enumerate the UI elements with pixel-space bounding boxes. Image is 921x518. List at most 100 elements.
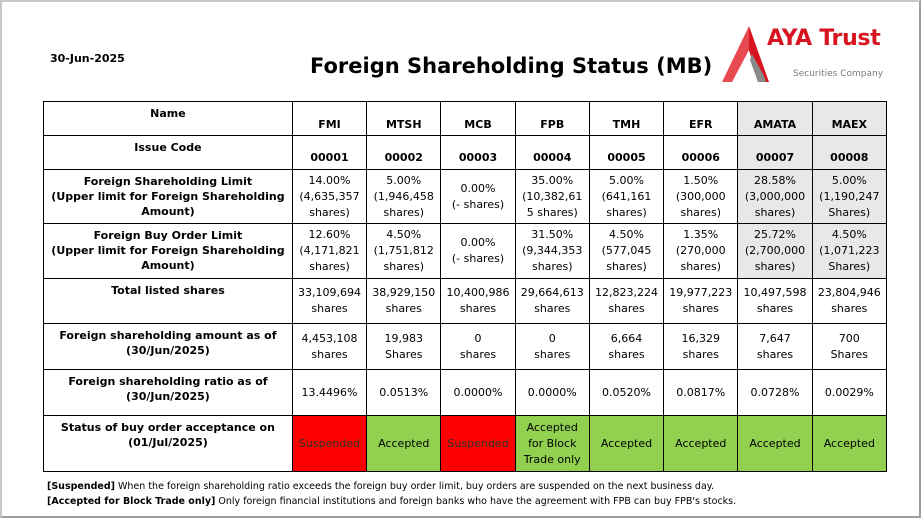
value-line: 16,329 [681, 331, 721, 345]
value-line: (9,344,353 [522, 244, 583, 257]
limit-fmi: 14.00% (4,635,357 shares) [291, 169, 368, 224]
value-line: 14.00% [308, 173, 351, 187]
label-line: (Upper limit for Foreign Shareholding [51, 244, 285, 257]
limit-mtsh: 5.00% (1,946,458 shares) [366, 169, 442, 224]
value-line: shares) [754, 205, 796, 219]
label-line: Foreign shareholding ratio as of [68, 375, 268, 388]
code-mcb: 00003 [440, 135, 516, 170]
value-line: shares [756, 302, 794, 315]
limit-fpb: 35.00% (10,382,61 5 shares) [514, 169, 590, 224]
code-fmi: 00001 [291, 135, 368, 170]
label-line: Status of buy order acceptance on [60, 421, 275, 434]
value-line: (641,161 [601, 189, 652, 203]
label-line: (01/Jul/2025) [128, 436, 208, 449]
buy-tmh: 4.50% (577,045 shares) [588, 223, 665, 279]
row-total-listed: Total listed shares 33,109,694 shares 38,… [43, 278, 888, 324]
ratio-mtsh: 0.0513% [366, 369, 442, 416]
label-issue-code: Issue Code [43, 135, 293, 170]
value-line: shares) [680, 205, 721, 219]
amount-mcb: 0 shares [440, 323, 516, 370]
buy-maex: 4.50% (1,071,223 Shares) [811, 223, 888, 279]
listed-amata: 10,497,598 shares [737, 278, 813, 324]
report-date: 30-Jun-2025 [50, 52, 125, 65]
listed-maex: 23,804,946 shares [811, 278, 888, 324]
logo-sub-text: Securities Company [793, 69, 884, 79]
value-line: 1.35% [683, 228, 719, 241]
name-maex: MAEX [811, 101, 888, 136]
status-maex: Accepted [811, 415, 888, 472]
value-line: (3,000,000 [744, 189, 806, 203]
note-key: [Suspended] [47, 481, 115, 492]
status-line: Trade only [523, 452, 581, 466]
ratio-tmh: 0.0520% [588, 369, 665, 416]
value-line: (- shares) [451, 252, 505, 265]
value-line: Shares [830, 347, 869, 361]
name-fmi: FMI [291, 101, 368, 136]
value-line: shares [311, 302, 348, 315]
value-line: 0.00% [460, 236, 496, 249]
value-line: shares [459, 347, 497, 361]
status-mcb: Suspended [440, 415, 516, 472]
status-fmi: Suspended [291, 415, 368, 472]
label-buy-status: Status of buy order acceptance on (01/Ju… [43, 415, 293, 472]
value-line: shares [534, 302, 571, 315]
value-line: 5.00% [831, 173, 867, 187]
value-line: (270,000 [675, 244, 726, 257]
value-line: shares [459, 302, 497, 315]
status-tmh: Accepted [588, 415, 665, 472]
value-line: 10,400,986 [446, 286, 510, 299]
value-line: (1,190,247 [819, 189, 880, 203]
value-line: shares [534, 347, 571, 361]
value-line: shares [756, 347, 794, 361]
code-maex: 00008 [811, 135, 888, 170]
value-line: Shares [385, 347, 423, 361]
label-line: Amount) [141, 205, 195, 218]
value-line: shares) [309, 205, 350, 219]
value-line: 4,453,108 [301, 331, 358, 345]
buy-mcb: 0.00% (- shares) [440, 223, 516, 279]
code-amata: 00007 [737, 135, 813, 170]
value-line: shares) [531, 260, 573, 273]
value-line: shares) [383, 205, 424, 219]
status-line: Accepted [600, 436, 653, 450]
value-line: (- shares) [451, 197, 505, 211]
value-line: 4.50% [609, 228, 644, 241]
ratio-fmi: 13.4496% [291, 369, 368, 416]
label-name: Name [43, 101, 293, 136]
listed-fmi: 33,109,694 shares [291, 278, 368, 324]
status-line: Accepted [378, 436, 430, 450]
listed-mtsh: 38,929,150 shares [366, 278, 442, 324]
listed-efr: 19,977,223 shares [663, 278, 739, 324]
value-line: shares) [680, 260, 721, 273]
value-line: 5 shares) [526, 205, 578, 219]
status-line: Accepted [526, 420, 578, 434]
amount-mtsh: 19,983 Shares [366, 323, 442, 370]
value-line: 23,804,946 [817, 286, 881, 299]
value-line: shares [831, 302, 868, 315]
buy-fpb: 31.50% (9,344,353 shares) [514, 223, 590, 279]
code-fpb: 00004 [514, 135, 590, 170]
page-title: Foreign Shareholding Status (MB) [310, 54, 713, 78]
amount-fmi: 4,453,108 shares [291, 323, 368, 370]
value-line: 12,823,224 [595, 286, 658, 299]
code-mtsh: 00002 [366, 135, 442, 170]
ratio-amata: 0.0728% [737, 369, 813, 416]
aya-trust-logo: AYA Trust Securities Company [722, 24, 897, 86]
amount-tmh: 6,664 shares [588, 323, 665, 370]
name-mtsh: MTSH [366, 101, 442, 136]
status-efr: Accepted [663, 415, 739, 472]
label-shareholding-amount: Foreign shareholding amount as of (30/Ju… [43, 323, 293, 370]
value-line: shares [385, 302, 422, 315]
value-line: 700 [838, 331, 860, 345]
value-line: (577,045 [601, 244, 652, 257]
status-line: Accepted [749, 436, 801, 450]
value-line: 35.00% [531, 173, 574, 187]
amount-efr: 16,329 shares [663, 323, 739, 370]
value-line: 38,929,150 [372, 286, 436, 299]
label-line: Foreign shareholding amount as of [59, 329, 277, 342]
limit-efr: 1.50% (300,000 shares) [663, 169, 739, 224]
value-line: (1,071,223 [819, 244, 880, 257]
status-line: Accepted [823, 436, 875, 450]
logo-brand-text: AYA Trust [767, 26, 881, 51]
